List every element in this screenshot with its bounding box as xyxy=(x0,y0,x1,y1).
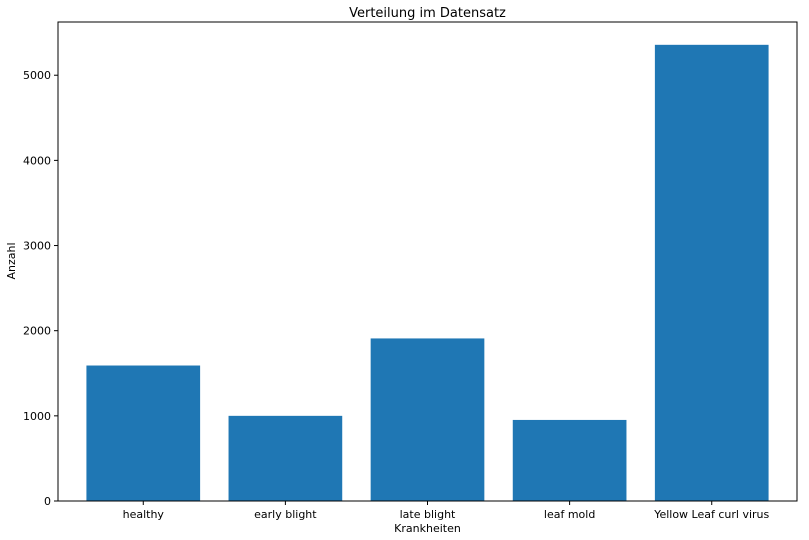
y-tick-label: 3000 xyxy=(23,240,51,253)
bars-group xyxy=(86,44,769,502)
bar-early-blight xyxy=(228,415,343,501)
bar-healthy xyxy=(86,365,201,501)
y-axis: 0 1000 2000 3000 4000 5000 xyxy=(23,69,58,508)
y-tick-label: 2000 xyxy=(23,325,51,338)
y-axis-label: Anzahl xyxy=(5,242,18,279)
bar-yellow-leaf-curl-virus xyxy=(654,44,769,502)
chart-title: Verteilung im Datensatz xyxy=(349,6,506,21)
y-tick-label: 4000 xyxy=(23,154,51,167)
x-tick-label: Yellow Leaf curl virus xyxy=(653,508,769,521)
y-tick-label: 0 xyxy=(44,495,51,508)
x-axis: healthy early blight late blight leaf mold Y… xyxy=(123,501,770,521)
bar-leaf-mold xyxy=(512,419,627,501)
x-tick-label: leaf mold xyxy=(544,508,595,521)
x-tick-label: early blight xyxy=(254,508,317,521)
plot-frame xyxy=(57,21,798,502)
y-tick-label: 1000 xyxy=(23,410,51,423)
x-axis-label: Krankheiten xyxy=(394,522,461,535)
y-tick-label: 5000 xyxy=(23,69,51,82)
x-tick-label: healthy xyxy=(123,508,165,521)
bar-late-blight xyxy=(370,338,485,501)
x-tick-label: late blight xyxy=(400,508,456,521)
